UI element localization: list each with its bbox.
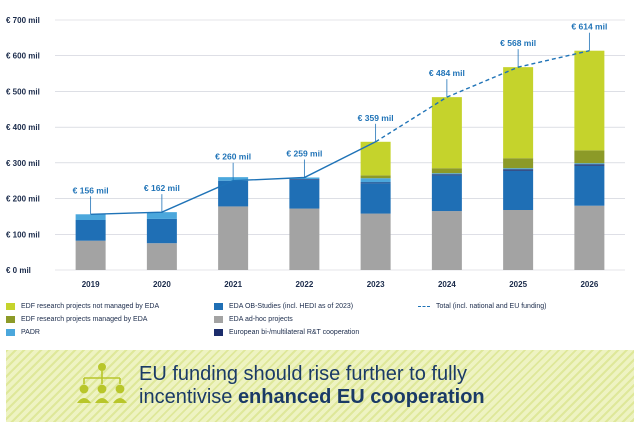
- chart-labels: € 0 mil € 100 mil € 200 mil € 300 mil € 400 …: [6, 16, 607, 289]
- legend-column-3: Total (incl. national and EU funding): [418, 300, 547, 313]
- people-network-icon: [77, 362, 127, 403]
- legend-swatch: [6, 303, 15, 310]
- callout-banner: EU funding should rise further to fully …: [6, 350, 634, 422]
- chart-bars: [75, 50, 605, 270]
- total-value-label: € 260 mil: [215, 152, 251, 162]
- bar-segment: [146, 212, 177, 219]
- y-tick-label: € 100 mil: [6, 230, 40, 239]
- legend-label: EDA OB-Studies (incl. HEDI as of 2023): [229, 303, 354, 310]
- bar-segment: [574, 150, 605, 164]
- callout-text: EU funding should rise further to fully …: [139, 363, 485, 409]
- bar-segment: [360, 175, 391, 179]
- legend-label: EDF research projects not managed by EDA: [21, 303, 160, 310]
- total-value-label: € 156 mil: [73, 185, 109, 195]
- legend-swatch: [214, 329, 223, 336]
- total-value-label: € 162 mil: [144, 183, 180, 193]
- chart-legend: EDF research projects not managed by EDA…: [6, 300, 636, 342]
- y-tick-label: € 700 mil: [6, 16, 40, 25]
- bar-segment: [503, 158, 534, 169]
- legend-column-2: EDA OB-Studies (incl. HEDI as of 2023) E…: [214, 300, 359, 339]
- stacked-bar-chart: € 0 mil € 100 mil € 200 mil € 300 mil € 400 …: [6, 16, 625, 289]
- bar-segment: [503, 168, 534, 170]
- callout-emphasis: enhanced EU cooperation: [237, 386, 485, 408]
- legend-column-1: EDF research projects not managed by EDA…: [6, 300, 159, 339]
- bar-segment: [289, 177, 320, 180]
- bar-segment: [431, 174, 462, 176]
- bar-segment: [360, 213, 391, 270]
- bar-segment: [146, 218, 177, 244]
- bar-segment: [431, 211, 462, 270]
- bar-segment: [75, 220, 106, 241]
- y-tick-label: € 500 mil: [6, 87, 40, 96]
- legend-item: EDA ad-hoc projects: [214, 313, 359, 326]
- chart-gridlines: [55, 19, 625, 271]
- legend-label: EDA ad-hoc projects: [229, 316, 293, 323]
- bar-segment: [431, 175, 462, 212]
- bar-segment: [431, 97, 462, 169]
- legend-label: European bi-/multilateral R&T cooperatio…: [229, 329, 360, 336]
- x-tick-label: 2021: [224, 280, 242, 289]
- total-value-label: € 614 mil: [571, 22, 607, 32]
- bar-segment: [146, 243, 177, 270]
- x-tick-label: 2023: [367, 280, 385, 289]
- legend-item: PADR: [6, 326, 159, 339]
- x-tick-label: 2026: [580, 280, 598, 289]
- callout-line-2-text: incentivise: [139, 386, 238, 408]
- legend-swatch: [6, 329, 15, 336]
- legend-label: Total (incl. national and EU funding): [436, 303, 547, 310]
- total-value-label: € 484 mil: [429, 68, 465, 78]
- bar-segment: [503, 210, 534, 270]
- bar-segment: [360, 178, 391, 183]
- x-tick-label: 2019: [82, 280, 100, 289]
- bar-segment: [360, 183, 391, 214]
- callout-line-2: incentivise enhanced EU cooperation: [139, 386, 485, 409]
- total-value-label: € 359 mil: [358, 113, 394, 123]
- bar-segment: [218, 206, 249, 270]
- legend-label: PADR: [21, 329, 40, 336]
- bar-segment: [574, 50, 605, 151]
- legend-item: EDF research projects not managed by EDA: [6, 300, 159, 313]
- total-value-label: € 259 mil: [286, 149, 322, 159]
- legend-swatch: [214, 303, 223, 310]
- legend-line-swatch: [418, 306, 430, 307]
- legend-item: EDF research projects managed by EDA: [6, 313, 159, 326]
- bar-segment: [574, 163, 605, 165]
- bar-segment: [503, 169, 534, 171]
- y-tick-label: € 400 mil: [6, 123, 40, 132]
- bar-segment: [503, 170, 534, 210]
- total-value-label: € 568 mil: [500, 38, 536, 48]
- bar-segment: [218, 180, 249, 207]
- bar-segment: [360, 182, 391, 184]
- x-tick-label: 2020: [153, 280, 171, 289]
- chart-total-line: [90, 32, 590, 215]
- legend-item: European bi-/multilateral R&T cooperatio…: [214, 326, 359, 339]
- y-tick-label: € 600 mil: [6, 52, 40, 61]
- bar-segment: [289, 208, 320, 270]
- bar-segment: [75, 214, 106, 220]
- bar-segment: [289, 179, 320, 180]
- total-line-dashed: [375, 50, 590, 143]
- legend-item: Total (incl. national and EU funding): [418, 300, 547, 313]
- x-tick-label: 2022: [295, 280, 313, 289]
- bar-segment: [574, 165, 605, 206]
- legend-item: EDA OB-Studies (incl. HEDI as of 2023): [214, 300, 359, 313]
- y-tick-label: € 200 mil: [6, 195, 40, 204]
- bar-segment: [431, 168, 462, 174]
- bar-segment: [574, 164, 605, 166]
- y-tick-label: € 300 mil: [6, 159, 40, 168]
- legend-label: EDF research projects managed by EDA: [21, 316, 148, 323]
- bar-segment: [431, 173, 462, 175]
- bar-segment: [75, 240, 106, 270]
- x-tick-label: 2024: [438, 280, 456, 289]
- y-tick-label: € 0 mil: [6, 266, 31, 275]
- x-tick-label: 2025: [509, 280, 527, 289]
- callout-line-1: EU funding should rise further to fully: [139, 363, 467, 385]
- bar-segment: [574, 205, 605, 270]
- bar-segment: [289, 180, 320, 209]
- legend-swatch: [6, 316, 15, 323]
- bar-segment: [503, 67, 534, 159]
- legend-swatch: [214, 316, 223, 323]
